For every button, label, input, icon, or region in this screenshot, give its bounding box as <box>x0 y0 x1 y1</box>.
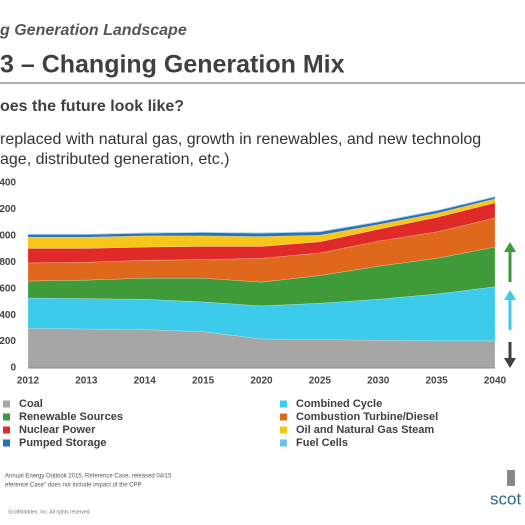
area <box>27 195 496 235</box>
area <box>27 202 496 264</box>
legend-swatch <box>3 413 10 421</box>
legend-swatch <box>280 400 287 408</box>
logo-icon <box>507 470 515 486</box>
legend-swatch <box>3 439 10 447</box>
question: oes the future look like? <box>0 98 184 115</box>
legend-swatch <box>280 426 287 434</box>
x-tick-label: 2014 <box>134 376 157 387</box>
legend-label: Coal <box>19 398 43 410</box>
y-tick-label: 000 <box>0 230 16 241</box>
legend-label: Pumped Storage <box>19 437 106 449</box>
y-tick-label: 0 <box>10 363 16 374</box>
y-tick-label: 800 <box>0 257 16 268</box>
footnote: Annual Energy Outlook 2015, Reference Ca… <box>5 474 172 480</box>
area <box>27 246 496 307</box>
legend-label: Fuel Cells <box>296 437 348 449</box>
slide-title: 3 – Changing Generation Mix <box>0 51 345 79</box>
x-tick-label: 2013 <box>75 376 98 387</box>
legend-swatch <box>280 413 287 421</box>
legend-swatch <box>280 439 287 447</box>
x-tick-label: 2012 <box>17 376 40 387</box>
legend-label: Nuclear Power <box>19 424 96 436</box>
legend-label: Combustion Turbine/Diesel <box>296 411 438 423</box>
legend-label: Oil and Natural Gas Steam <box>296 424 434 436</box>
y-tick-label: 400 <box>0 178 16 189</box>
body-line: age, distributed generation, etc.) <box>0 151 229 168</box>
x-tick-label: 2030 <box>367 376 390 387</box>
copyright: ScottMadden, Inc. All rights reserved. <box>8 509 91 515</box>
legend-swatch <box>3 426 10 434</box>
x-tick-label: 2015 <box>192 376 215 387</box>
area <box>27 196 496 238</box>
x-tick-label: 2020 <box>250 376 273 387</box>
x-tick-label: 2035 <box>426 376 449 387</box>
legend-label: Renewable Sources <box>19 411 123 423</box>
y-tick-label: 200 <box>0 336 16 347</box>
area <box>27 286 496 342</box>
y-tick-label: 200 <box>0 204 16 215</box>
section-title: g Generation Landscape <box>0 22 187 39</box>
x-tick-label: 2025 <box>309 376 332 387</box>
area <box>27 217 496 283</box>
trend-arrows <box>504 242 516 368</box>
body-line: replaced with natural gas, growth in ren… <box>0 131 481 148</box>
logo: scot <box>490 489 521 508</box>
legend-swatch <box>3 400 10 408</box>
legend-label: Combined Cycle <box>296 398 382 410</box>
footnote: eference Case" does not include impact o… <box>5 483 142 489</box>
x-tick-label: 2040 <box>484 376 507 387</box>
y-tick-label: 600 <box>0 283 16 294</box>
y-tick-label: 400 <box>0 310 16 321</box>
